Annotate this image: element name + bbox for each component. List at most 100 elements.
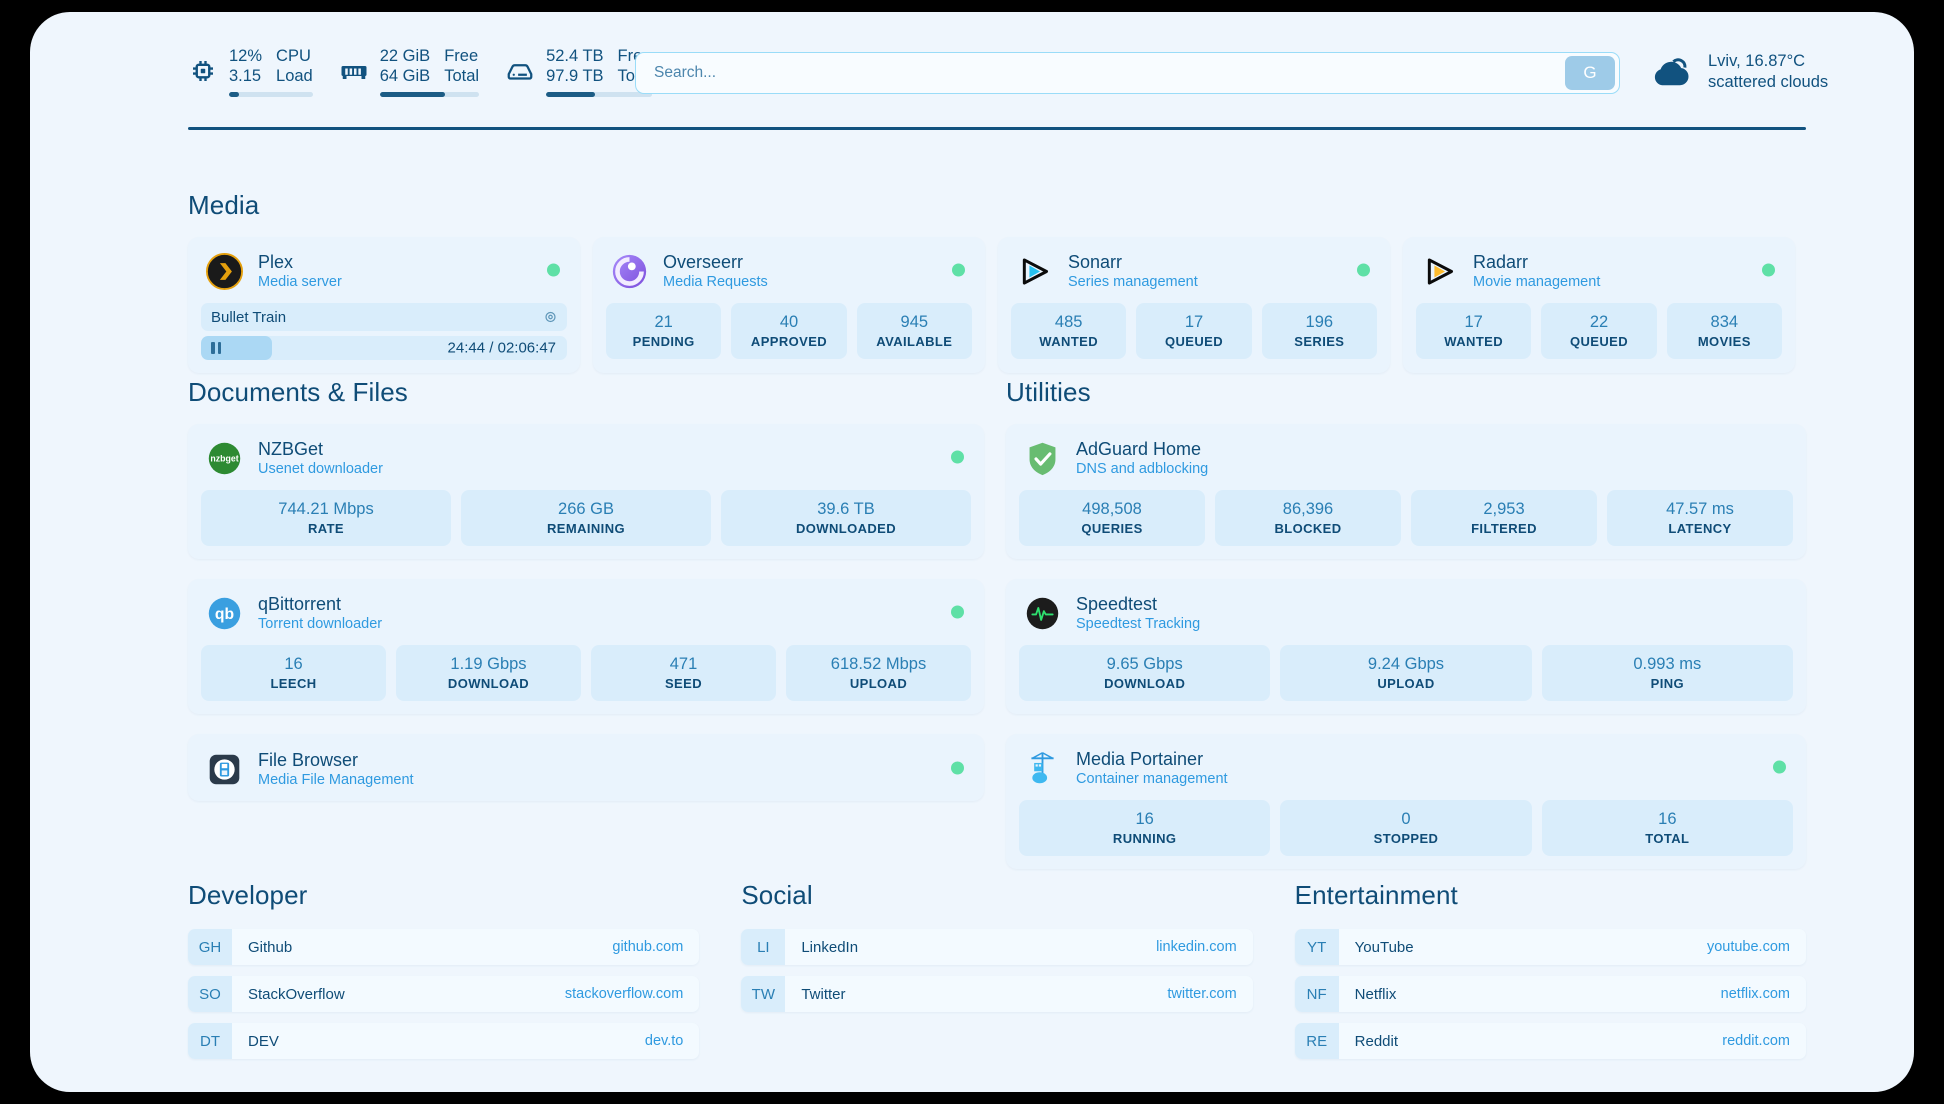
tile-queued: 22 QUEUED [1541, 303, 1657, 359]
bookmark-item-stackoverflow[interactable]: SO StackOverflow stackoverflow.com [188, 976, 700, 1012]
bookmark-item-youtube[interactable]: YT YouTube youtube.com [1294, 929, 1806, 965]
tile-queued: 17 QUEUED [1136, 303, 1252, 359]
weather-widget: Lviv, 16.87°C scattered clouds [1650, 50, 1828, 94]
card-speedtest[interactable]: Speedtest Speedtest Tracking 9.65 Gbps D… [1006, 579, 1806, 714]
tile-approved: 40 APPROVED [731, 303, 847, 359]
tile-value: 47.57 ms [1666, 500, 1734, 518]
bookmark-url[interactable]: github.com [612, 939, 684, 955]
card-sonarr[interactable]: Sonarr Series management 485 WANTED 17 Q… [998, 237, 1390, 373]
card-filebrowser-name: File Browser [258, 750, 359, 770]
bookmark-badge: DT [188, 1023, 232, 1059]
bookmark-url[interactable]: linkedin.com [1156, 939, 1237, 955]
time-separator: / [489, 339, 494, 357]
bookmark-item-dev[interactable]: DT DEV dev.to [188, 1023, 700, 1059]
bookmark-url[interactable]: twitter.com [1167, 986, 1237, 1002]
cpu-icon [188, 56, 218, 86]
card-filebrowser[interactable]: File Browser Media File Management [188, 734, 984, 801]
bookmark-name: LinkedIn [801, 938, 859, 956]
svg-text:qb: qb [215, 606, 234, 623]
card-overseerr[interactable]: Overseerr Media Requests 21 PENDING 40 A… [593, 237, 985, 373]
search-input[interactable] [636, 53, 1565, 93]
card-radarr[interactable]: Radarr Movie management 17 WANTED 22 QUE… [1403, 237, 1795, 373]
bookmark-item-github[interactable]: GH Github github.com [188, 929, 700, 965]
bookmark-name: DEV [248, 1032, 279, 1050]
stat-disk-value-bottom: 97.9 TB [546, 66, 604, 85]
tile-wanted: 485 WANTED [1011, 303, 1127, 359]
bookmark-name: Netflix [1354, 985, 1397, 1003]
card-portainer[interactable]: Media Portainer Container management 16 … [1006, 734, 1806, 869]
disk-icon [505, 56, 535, 86]
now-playing-time: 24:44 / 02:06:47 [448, 340, 556, 357]
bookmark-item-reddit[interactable]: RE Reddit reddit.com [1294, 1023, 1806, 1059]
tile-label: UPLOAD [849, 676, 908, 691]
card-adguard[interactable]: AdGuard Home DNS and adblocking 498,508 … [1006, 424, 1806, 559]
bookmark-item-linkedin[interactable]: LI LinkedIn linkedin.com [741, 929, 1253, 965]
system-stats: 12% 3.15 CPU Load [188, 46, 653, 97]
tile-value: 9.24 Gbps [1367, 655, 1445, 673]
now-playing-progress-bar[interactable]: 24:44 / 02:06:47 [201, 336, 567, 360]
tile-label: SEED [664, 676, 702, 691]
tile-blocked: 86,396 BLOCKED [1215, 490, 1401, 546]
bookmark-url[interactable]: dev.to [644, 1033, 684, 1049]
utilities-section: Utilities AdGuard Home DNS and adblockin… [1006, 377, 1806, 869]
tile-value: 266 GB [558, 500, 614, 518]
card-plex[interactable]: Plex Media server Bullet Train [188, 237, 580, 373]
tile-wanted: 17 WANTED [1416, 303, 1532, 359]
bookmark-url[interactable]: youtube.com [1706, 939, 1790, 955]
card-adguard-name: AdGuard Home [1076, 439, 1202, 459]
tile-upload: 9.24 Gbps UPLOAD [1280, 645, 1532, 701]
stat-cpu-value-bottom: 3.15 [229, 66, 262, 85]
tile-label: BLOCKED [1274, 521, 1342, 536]
tile-download: 1.19 Gbps DOWNLOAD [396, 645, 581, 701]
tile-label: LATENCY [1668, 521, 1732, 536]
stat-memory-value-bottom: 64 GiB [379, 66, 431, 85]
card-portainer-subtitle: Container management [1076, 771, 1228, 787]
now-playing-title-row: Bullet Train [201, 303, 567, 331]
weather-location-temp: Lviv, 16.87°C [1708, 52, 1806, 70]
tile-label: QUERIES [1081, 521, 1143, 536]
bookmark-url[interactable]: netflix.com [1720, 986, 1790, 1002]
bookmark-name: YouTube [1354, 938, 1414, 956]
tile-label: MOVIES [1697, 334, 1751, 349]
tile-label: RATE [307, 521, 345, 536]
tile-label: DOWNLOAD [447, 676, 530, 691]
card-qbittorrent[interactable]: qb qBittorrent Torrent downloader 16 LEE… [188, 579, 984, 714]
tile-value: 196 [1305, 313, 1334, 331]
status-dot [952, 263, 965, 277]
tile-running: 16 RUNNING [1019, 800, 1271, 856]
cloud-icon [1650, 50, 1694, 94]
tile-ping: 0.993 ms PING [1541, 645, 1793, 701]
bookmark-url[interactable]: reddit.com [1722, 1033, 1790, 1049]
bookmark-item-twitter[interactable]: TW Twitter twitter.com [741, 976, 1253, 1012]
tile-value: 0.993 ms [1633, 655, 1702, 673]
tile-value: 16 [1135, 810, 1154, 828]
tile-value: 498,508 [1082, 500, 1142, 518]
qbittorrent-icon: qb [206, 595, 243, 632]
svg-text:nzbget: nzbget [210, 454, 238, 464]
card-nzbget[interactable]: nzbget NZBGet Usenet downloader 744.21 M… [188, 424, 984, 559]
duration-time: 02:06:47 [497, 339, 556, 357]
stat-cpu: 12% 3.15 CPU Load [188, 46, 313, 97]
search-submit-button[interactable]: G [1565, 56, 1615, 90]
bookmark-group-social: Social LI LinkedIn linkedin.com TW Twitt… [741, 880, 1253, 1070]
search-bar[interactable]: G [635, 52, 1620, 94]
bookmark-badge: LI [741, 929, 786, 965]
portainer-icon [1024, 750, 1061, 787]
tile-label: QUEUED [1569, 334, 1628, 349]
tile-value: 945 [900, 313, 929, 331]
bookmark-item-netflix[interactable]: NF Netflix netflix.com [1294, 976, 1806, 1012]
card-overseerr-subtitle: Media Requests [663, 274, 768, 290]
bookmark-badge: SO [188, 976, 232, 1012]
status-dot [547, 263, 560, 277]
stat-disk: 52.4 TB 97.9 TB Free Total [505, 46, 653, 97]
tile-series: 196 SERIES [1261, 303, 1377, 359]
media-section-title: Media [188, 190, 260, 220]
bookmarks-area: Developer GH Github github.com SO StackO… [188, 880, 1806, 1070]
pause-icon[interactable] [211, 342, 221, 354]
bookmark-badge: NF [1294, 976, 1339, 1012]
gear-icon[interactable] [543, 310, 558, 325]
nzbget-icon: nzbget [206, 440, 243, 477]
bookmark-url[interactable]: stackoverflow.com [564, 986, 684, 1002]
status-dot [951, 761, 964, 774]
tile-download: 9.65 Gbps DOWNLOAD [1019, 645, 1271, 701]
